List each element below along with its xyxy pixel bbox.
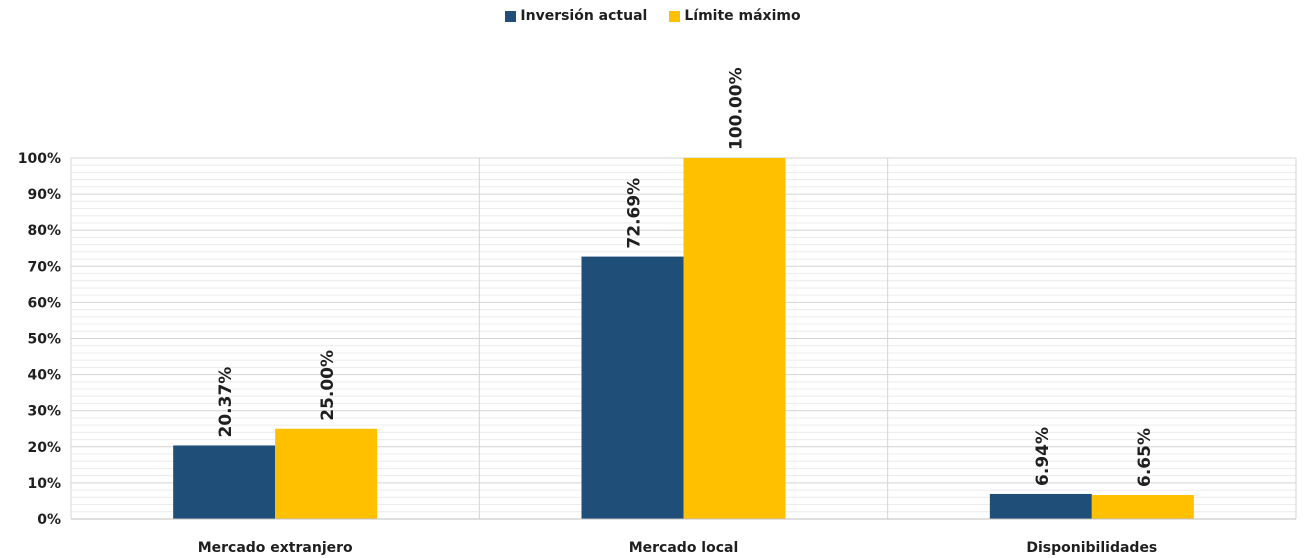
data-label: 20.37% (216, 367, 236, 438)
y-tick-label: 20% (27, 440, 61, 456)
data-label: 72.69% (625, 178, 645, 249)
x-category-label: Mercado local (629, 540, 739, 556)
legend-swatch-limite-maximo (669, 10, 681, 22)
y-tick-label: 40% (27, 368, 61, 384)
legend-item-limite-maximo: Límite máximo (669, 8, 801, 24)
data-label: 25.00% (318, 350, 338, 421)
y-tick-label: 80% (27, 223, 61, 239)
bar-limite-maximo (683, 158, 786, 519)
bar-inversion-actual (173, 445, 276, 519)
legend-label-inversion-actual: Inversión actual (520, 8, 648, 24)
y-tick-label: 10% (27, 476, 61, 492)
x-category-label: Mercado extranjero (198, 540, 353, 556)
y-tick-label: 70% (27, 259, 61, 275)
data-label: 6.94% (1033, 427, 1053, 486)
legend-item-inversion-actual: Inversión actual (505, 8, 647, 24)
y-tick-label: 100% (18, 151, 61, 167)
y-tick-label: 50% (27, 332, 61, 348)
y-tick-label: 90% (27, 187, 61, 203)
bar-inversion-actual (581, 256, 684, 519)
legend: Inversión actual Límite máximo (0, 8, 1306, 24)
data-label: 6.65% (1135, 428, 1155, 487)
bar-limite-maximo (275, 428, 378, 519)
legend-swatch-inversion-actual (505, 10, 517, 22)
y-tick-label: 60% (27, 295, 61, 311)
x-category-label: Disponibilidades (1026, 540, 1157, 556)
legend-label-limite-maximo: Límite máximo (684, 8, 801, 24)
bar-limite-maximo (1091, 494, 1194, 519)
y-tick-label: 30% (27, 404, 61, 420)
data-label: 100.00% (727, 67, 747, 150)
y-tick-label: 0% (37, 512, 61, 528)
bar-inversion-actual (989, 493, 1092, 519)
